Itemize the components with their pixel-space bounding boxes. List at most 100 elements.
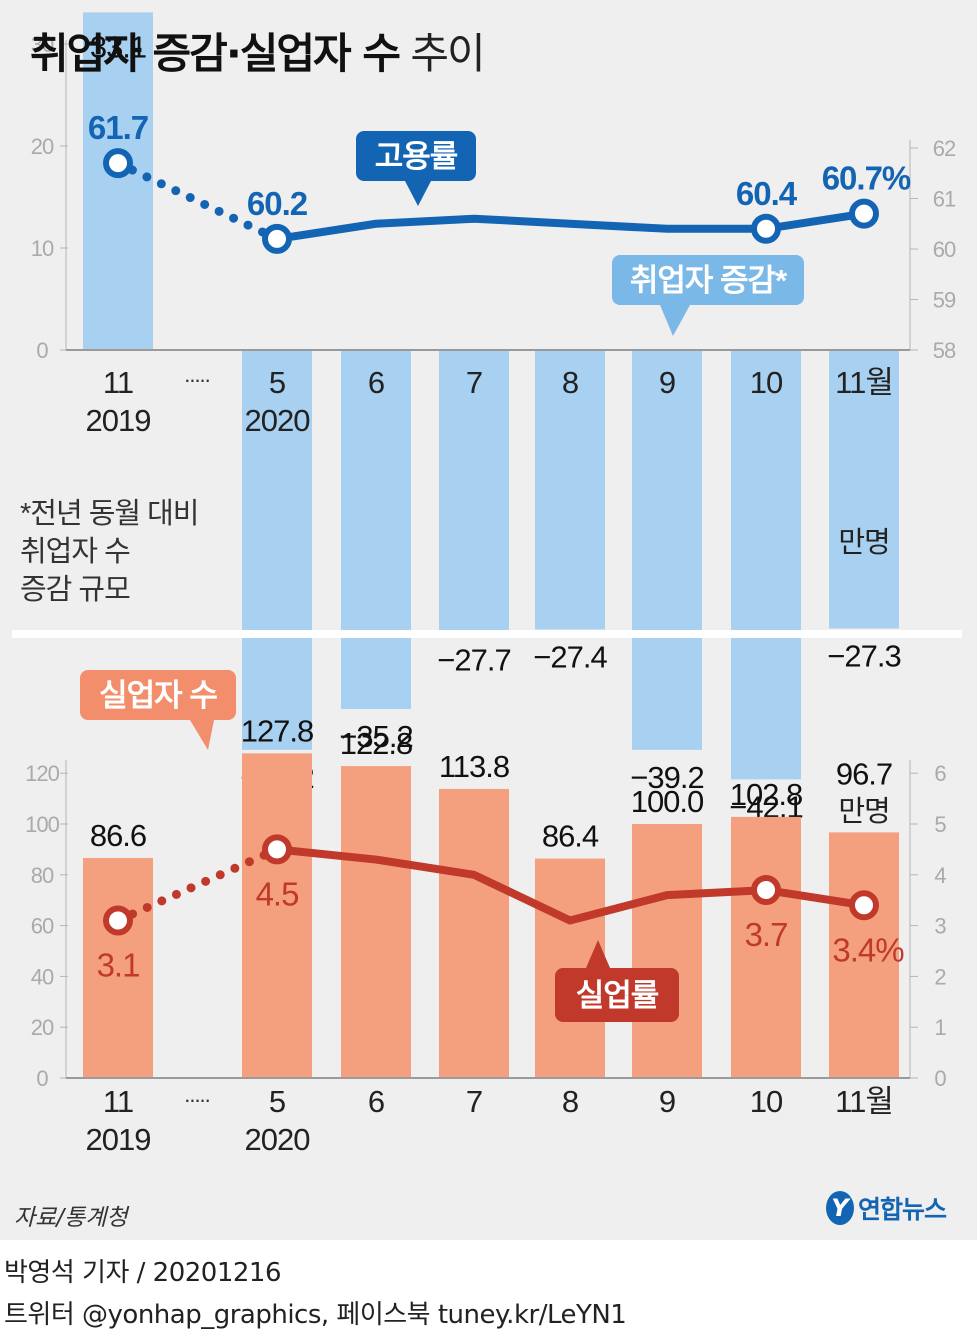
- bottom-bar-value: 86.4: [542, 819, 599, 854]
- top-note-line: *전년 동월 대비: [20, 497, 198, 530]
- top-right-axis-tick: 58: [933, 338, 956, 363]
- bottom-bar: [242, 753, 312, 1078]
- bottom-right-axis-tick: 4: [934, 863, 946, 888]
- top-right-axis-tick: 62: [933, 136, 956, 161]
- top-line-value: 60.4: [736, 175, 798, 212]
- bottom-line-callout-box: [555, 968, 679, 1022]
- top-bar: [242, 350, 312, 750]
- top-line-dotted: [113, 158, 282, 244]
- bottom-bar-value: 100.0: [631, 784, 704, 819]
- top-gap-marker: .....: [184, 362, 210, 387]
- top-bar: [829, 350, 899, 629]
- bottom-line-value: 3.7: [745, 916, 788, 953]
- top-line-marker: [849, 198, 879, 229]
- section-divider: [12, 630, 962, 638]
- bottom-left-axis-tick: 80: [31, 863, 54, 888]
- bottom-bar: [439, 788, 509, 1078]
- top-line-callout-box: [356, 131, 476, 181]
- bottom-category-label: 11: [103, 1084, 133, 1119]
- top-category-label: 10: [750, 365, 783, 400]
- bottom-left-axis-tick: 0: [36, 1066, 48, 1091]
- top-right-axis-tick: 61: [933, 187, 956, 212]
- top-right-axis-tick: 60: [933, 237, 956, 262]
- contact-line: 트위터 @yonhap_graphics, 페이스북 tuney.kr/LeYN…: [4, 1300, 627, 1330]
- bottom-bar: [341, 766, 411, 1078]
- top-unit-label: 만명: [838, 527, 889, 559]
- top-bar: [83, 12, 153, 350]
- yonhap-logo-text: 연합뉴스: [858, 1195, 947, 1224]
- bottom-bar-value: 127.8: [241, 713, 314, 748]
- bottom-left-axis-tick: 20: [31, 1015, 54, 1040]
- top-bar-value: −27.4: [533, 639, 607, 674]
- bottom-bar: [632, 824, 702, 1078]
- bottom-line-callout-tail: [586, 940, 610, 968]
- bottom-bar-value: 113.8: [439, 749, 509, 784]
- top-year-label: 2019: [86, 403, 151, 438]
- top-bar-value: −35.2: [339, 719, 412, 754]
- top-bar: [439, 350, 509, 633]
- top-bar-value: −27.3: [827, 638, 900, 673]
- bottom-line-value: 3.1: [97, 947, 140, 984]
- top-line-callout-label: 고용률: [375, 139, 458, 174]
- bottom-bar-value: 96.7: [836, 756, 892, 791]
- top-line-value: 61.7: [88, 109, 148, 146]
- bottom-right-axis-tick: 6: [934, 761, 946, 786]
- top-left-axis-tick: 0: [36, 338, 48, 363]
- top-category-label: 6: [368, 365, 384, 400]
- top-bar-callout-box: [612, 255, 804, 305]
- reporter-credit: 박영석 기자 / 20201216: [4, 1258, 282, 1288]
- bottom-line-marker: [849, 890, 879, 921]
- bottom-bar: [731, 816, 801, 1078]
- bottom-right-axis-tick: 0: [934, 1066, 946, 1091]
- top-bar-callout-tail: [660, 305, 690, 336]
- bottom-left-axis-tick: 120: [25, 761, 59, 786]
- bottom-category-label: 10: [750, 1084, 783, 1119]
- bottom-year-label: 2020: [245, 1122, 311, 1157]
- top-line-value: 60.7%: [822, 160, 911, 197]
- bottom-category-label: 6: [368, 1084, 384, 1119]
- source-label: 자료/통계청: [14, 1205, 128, 1231]
- bottom-line-marker: [262, 834, 292, 865]
- bottom-line-value: 4.5: [256, 875, 299, 912]
- top-bar-value: −27.7: [437, 643, 510, 678]
- top-category-label: 8: [562, 365, 578, 400]
- bottom-right-axis-tick: 1: [934, 1015, 946, 1040]
- bottom-line-value: 3.4%: [832, 931, 904, 968]
- top-line-marker: [262, 223, 292, 254]
- bottom-category-label: 11월: [835, 1084, 893, 1119]
- bottom-line-dotted: [113, 844, 282, 926]
- top-right-axis-tick: 59: [933, 288, 956, 313]
- bottom-year-label: 2019: [86, 1122, 151, 1157]
- combo-charts: 01020304050585960616211567891011월2019202…: [20, 12, 957, 1157]
- bottom-category-label: 5: [269, 1084, 285, 1119]
- bottom-bar-value: 102.8: [730, 777, 803, 812]
- bottom-left-axis-tick: 40: [31, 964, 54, 989]
- top-category-label: 11월: [835, 365, 893, 400]
- bottom-left-axis-tick: 100: [25, 812, 59, 837]
- page-title: 취업자 증감·실업자 수 추이: [30, 20, 486, 81]
- bottom-category-label: 8: [562, 1084, 578, 1119]
- yonhap-logo: Y 연합뉴스: [826, 1190, 947, 1226]
- bottom-gap-marker: .....: [184, 1082, 210, 1107]
- bottom-line-callout-label: 실업률: [576, 978, 659, 1013]
- top-bar: [731, 350, 801, 780]
- top-left-axis-tick: 30: [31, 32, 54, 57]
- top-category-label: 11: [103, 365, 133, 400]
- bottom-bar-value: 86.6: [90, 818, 146, 853]
- bottom-bar-callout-box: [80, 670, 236, 720]
- bottom-right-axis-tick: 3: [934, 914, 946, 939]
- bottom-line-marker: [103, 905, 133, 936]
- bottom-right-axis-tick: 5: [934, 812, 946, 837]
- top-line-callout-tail: [405, 181, 431, 206]
- top-bar-value: 33.1: [90, 29, 146, 64]
- top-category-label: 5: [269, 365, 285, 400]
- title-bold: 취업자 증감·실업자 수: [30, 29, 401, 78]
- bottom-unit-label: 만명: [838, 796, 889, 828]
- top-line-marker: [751, 213, 781, 244]
- top-bar: [535, 350, 605, 630]
- top-note-line: 취업자 수: [20, 535, 130, 568]
- bottom-bar-callout-tail: [190, 720, 214, 750]
- top-line-marker: [103, 148, 133, 179]
- bottom-bar-callout-label: 실업자 수: [99, 678, 217, 713]
- bottom-line-marker: [751, 875, 781, 906]
